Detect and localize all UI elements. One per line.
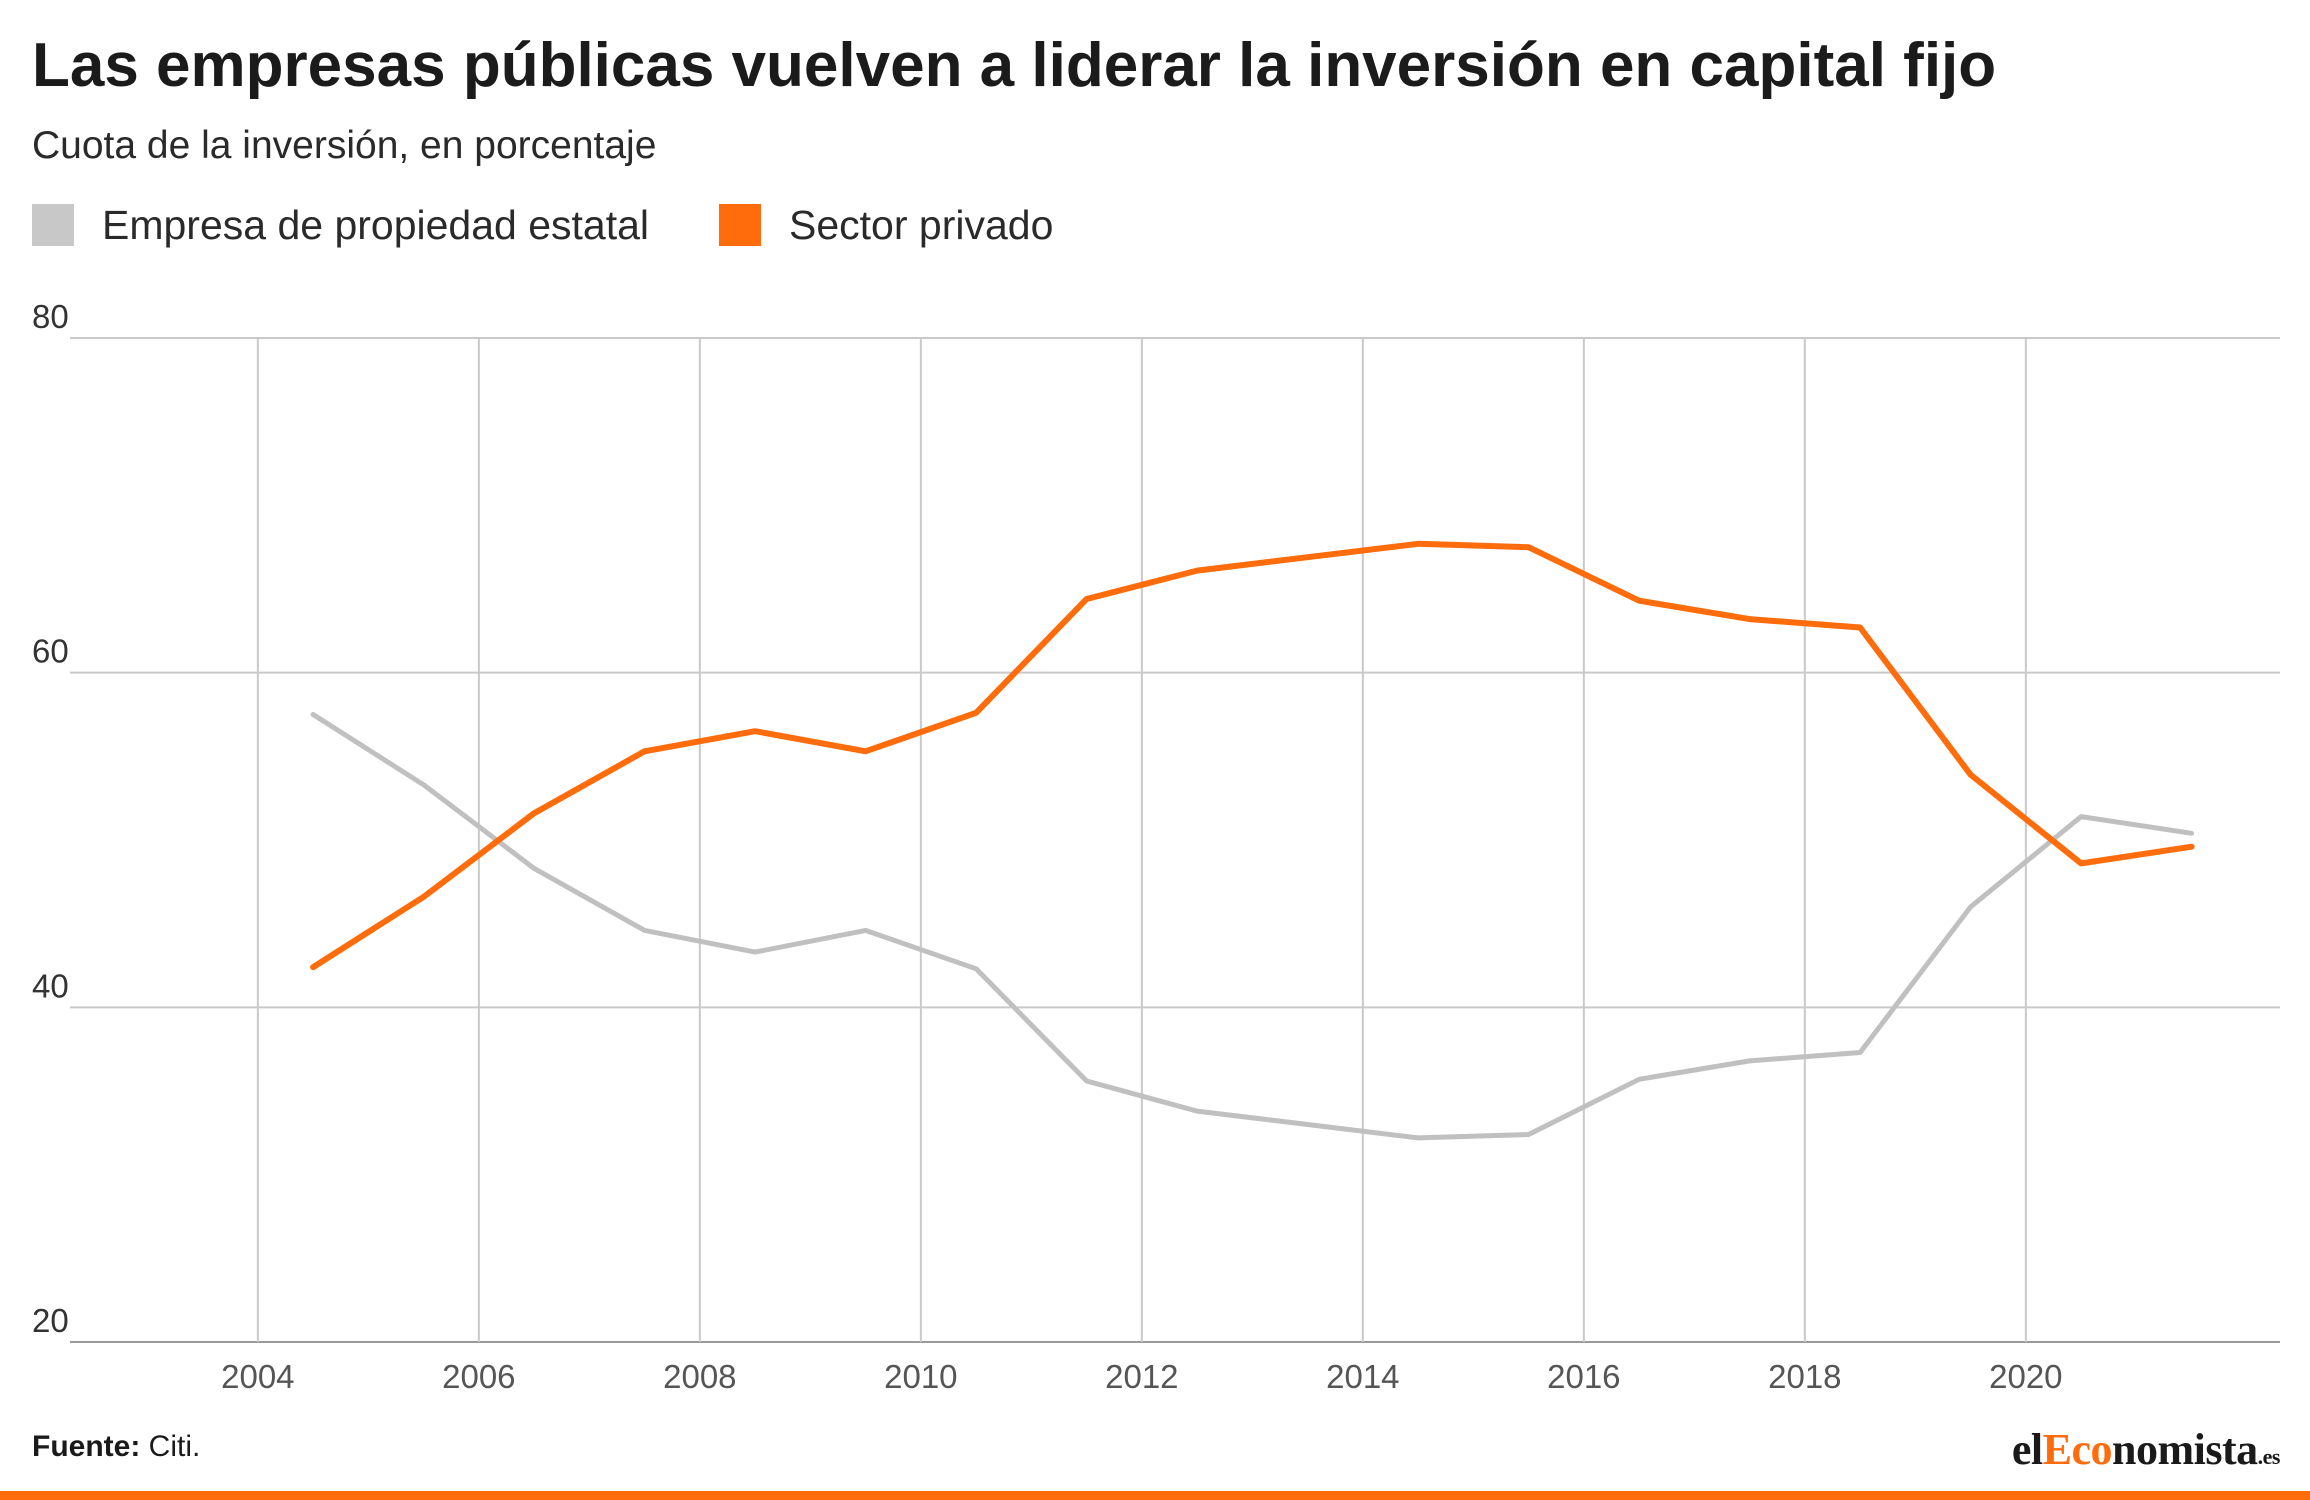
x-tick-label-2020: 2020 xyxy=(1989,1358,2062,1395)
x-tick-label-2008: 2008 xyxy=(663,1358,736,1395)
x-tick-label-2014: 2014 xyxy=(1326,1358,1399,1395)
x-tick-label-2010: 2010 xyxy=(884,1358,957,1395)
y-tick-label-80: 80 xyxy=(32,298,69,335)
series-lines xyxy=(310,540,2195,1141)
legend: Empresa de propiedad estatal Sector priv… xyxy=(32,200,1123,250)
legend-item-state: Empresa de propiedad estatal xyxy=(32,202,649,249)
y-tick-label-60: 60 xyxy=(32,633,69,670)
logo-part2: Eco xyxy=(2042,1425,2113,1474)
y-tick-label-20: 20 xyxy=(32,1302,69,1339)
source-note: Fuente: Citi. xyxy=(32,1430,200,1464)
chart-subtitle: Cuota de la inversión, en porcentaje xyxy=(32,124,657,167)
x-tick-labels: 2004 2006 2008 2010 2012 2014 2016 2018 2020 xyxy=(221,1358,2062,1395)
line-chart: 20 40 60 80 2004 2006 2008 2010 2012 2014 2016 201… xyxy=(32,298,2280,1395)
legend-label-private: Sector privado xyxy=(789,201,1054,248)
chart-title: Las empresas públicas vuelven a liderar … xyxy=(32,31,1997,100)
y-gridlines xyxy=(70,337,2280,1343)
source-label: Fuente: xyxy=(32,1430,141,1463)
x-tick-label-2016: 2016 xyxy=(1547,1358,1620,1395)
series-line-private-sector xyxy=(310,540,2195,971)
series-line-state-enterprise xyxy=(310,712,2195,1141)
legend-label-state: Empresa de propiedad estatal xyxy=(102,201,650,248)
publisher-logo: elEconomista.es xyxy=(2011,1424,2281,1475)
logo-part1: el xyxy=(2011,1425,2043,1474)
logo-part3: nomista xyxy=(2112,1425,2258,1474)
y-tick-label-40: 40 xyxy=(32,967,69,1004)
x-tick-label-2004: 2004 xyxy=(221,1358,294,1395)
y-tick-labels: 20 40 60 80 xyxy=(32,298,69,1339)
x-tick-label-2012: 2012 xyxy=(1105,1358,1178,1395)
x-tick-label-2018: 2018 xyxy=(1768,1358,1841,1395)
logo-tld: .es xyxy=(2257,1444,2281,1469)
legend-swatch-private xyxy=(719,204,762,246)
x-tick-label-2006: 2006 xyxy=(442,1358,515,1395)
bottom-accent-bar xyxy=(0,1491,2310,1500)
x-gridlines xyxy=(256,338,2027,1342)
legend-item-private: Sector privado xyxy=(719,202,1053,249)
source-value: Citi. xyxy=(148,1430,201,1463)
legend-swatch-state xyxy=(32,204,74,246)
